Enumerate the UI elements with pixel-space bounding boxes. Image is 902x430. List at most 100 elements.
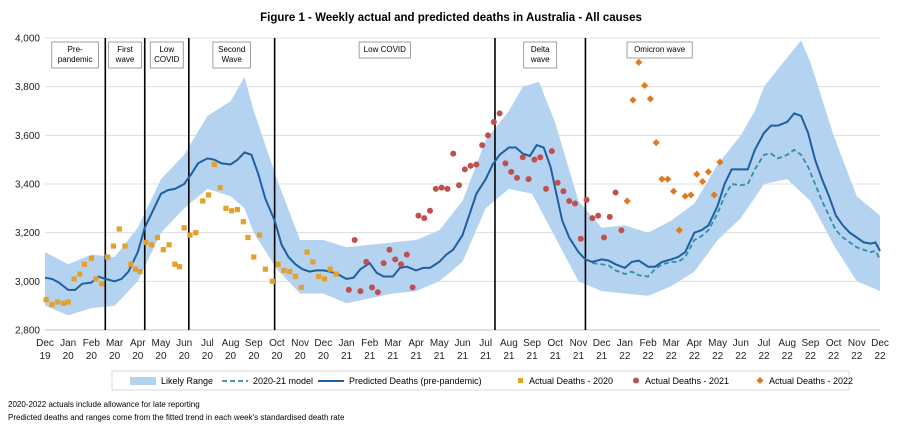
x-tick-year: 20 — [86, 351, 98, 362]
y-tick-label: 3,600 — [15, 131, 40, 142]
actual-2021-point — [571, 200, 578, 207]
model-2020-21-line — [592, 148, 881, 278]
actual-2021-point — [606, 213, 613, 220]
phase-label: Low COVID — [358, 41, 411, 59]
phase-label-text: Low COVID — [364, 45, 406, 54]
actual-2022-point — [652, 139, 660, 147]
x-tick-year: 20 — [202, 351, 214, 362]
phase-label-box — [626, 41, 693, 59]
actual-2020-point — [71, 276, 77, 282]
actual-2021-point — [519, 154, 526, 161]
actual-2021-point — [485, 132, 492, 139]
actual-2021-point — [479, 142, 486, 149]
phase-label-box — [51, 41, 99, 69]
x-tick-year: 20 — [179, 351, 191, 362]
phase-label-box — [523, 41, 558, 69]
actual-2021-point — [409, 284, 416, 291]
actual-2020-point — [269, 278, 275, 284]
actual-2021-point — [380, 260, 387, 267]
actual-2020-point — [55, 299, 61, 305]
x-tick-month: Jan — [617, 338, 633, 349]
actual-2020-point — [281, 267, 287, 273]
x-tick-month: Jun — [454, 338, 470, 349]
actual-2020-point — [143, 239, 149, 245]
actual-2021-point — [502, 160, 509, 167]
x-tick-year: 20 — [271, 351, 283, 362]
legend: Likely Range 2020-21 model Predicted Death… — [111, 370, 853, 391]
actual-2022-point — [704, 168, 712, 176]
phase-label-text: Omicron wave — [634, 45, 686, 54]
actual-2020-point — [154, 234, 161, 241]
phase-label-text: Delta — [531, 45, 550, 54]
x-tick-month: Oct — [826, 338, 842, 349]
actual-2021-point — [525, 176, 532, 183]
actual-2020-point — [310, 259, 316, 265]
x-tick-month: Nov — [570, 338, 588, 349]
actual-2021-point — [374, 289, 381, 296]
x-tick-month: Jul — [758, 338, 771, 349]
x-tick-month: Oct — [269, 338, 285, 349]
x-tick-year: 21 — [503, 351, 515, 362]
x-tick-month: Dec — [593, 338, 611, 349]
x-tick-month: Sep — [523, 338, 541, 349]
x-tick-year: 20 — [295, 351, 307, 362]
actual-2020-point — [93, 276, 99, 282]
predicted-deaths-line — [44, 112, 881, 291]
actual-2022-point — [640, 81, 649, 90]
legend-label: 2020-21 model — [253, 376, 313, 386]
phase-label: Omicron wave — [626, 41, 693, 59]
actual-2021-point — [427, 207, 434, 214]
actual-2021-point — [589, 215, 596, 222]
phase-label-box — [108, 41, 142, 69]
actual-2022-point — [664, 175, 672, 183]
legend-box — [111, 370, 850, 391]
x-tick-year: 22 — [689, 351, 701, 362]
actual-2021-point — [618, 227, 625, 234]
actual-2021-point — [496, 110, 503, 117]
actual-2021-point — [357, 288, 364, 295]
x-tick-year: 21 — [411, 351, 423, 362]
actual-2020-point — [298, 284, 304, 291]
actual-2021-point — [403, 251, 410, 258]
x-tick-month: May — [708, 338, 727, 349]
actual-2020-point — [251, 254, 257, 260]
phase-label-text: COVID — [154, 55, 180, 64]
x-tick-year: 22 — [642, 351, 654, 362]
actual-2020-point — [205, 192, 212, 198]
actual-2020-point — [256, 232, 263, 238]
actual-2022-point — [669, 187, 678, 195]
x-tick-year: 21 — [550, 351, 562, 362]
actual-2021-point — [438, 184, 445, 191]
actual-2021-point — [467, 162, 474, 169]
actual-2022-point — [623, 197, 631, 205]
actual-2020-point — [99, 281, 105, 287]
x-tick-year: 21 — [457, 351, 469, 362]
actual-2020-point — [65, 299, 71, 305]
actual-2020-point — [327, 266, 333, 272]
x-tick-year: 22 — [828, 351, 840, 362]
actual-2020-point — [77, 271, 83, 277]
x-tick-month: Jul — [201, 338, 214, 349]
actual-2020-point — [200, 198, 206, 204]
actual-2020-point — [292, 273, 299, 280]
actual-2020-point — [105, 254, 111, 260]
x-tick-month: Jan — [60, 338, 76, 349]
actual-2020-point — [245, 234, 251, 241]
actual-2020-point — [172, 261, 178, 267]
phase-label-box — [358, 41, 411, 59]
x-tick-year: 22 — [735, 351, 747, 362]
phase-label: Pre-pandemic — [51, 41, 99, 69]
legend-item: Actual Deaths - 2021 — [633, 376, 729, 386]
x-tick-month: Apr — [687, 338, 703, 349]
x-tick-year: 22 — [851, 351, 863, 362]
actual-2020-point — [116, 226, 122, 232]
x-tick-year: 22 — [619, 351, 631, 362]
x-tick-year: 22 — [666, 351, 678, 362]
actual-2020-point — [166, 242, 172, 248]
actual-2021-point — [543, 185, 549, 192]
x-tick-month: Nov — [848, 338, 866, 349]
phase-label-text: pandemic — [58, 55, 93, 64]
actual-2020-point — [176, 264, 183, 270]
y-tick-label: 3,400 — [15, 180, 40, 191]
